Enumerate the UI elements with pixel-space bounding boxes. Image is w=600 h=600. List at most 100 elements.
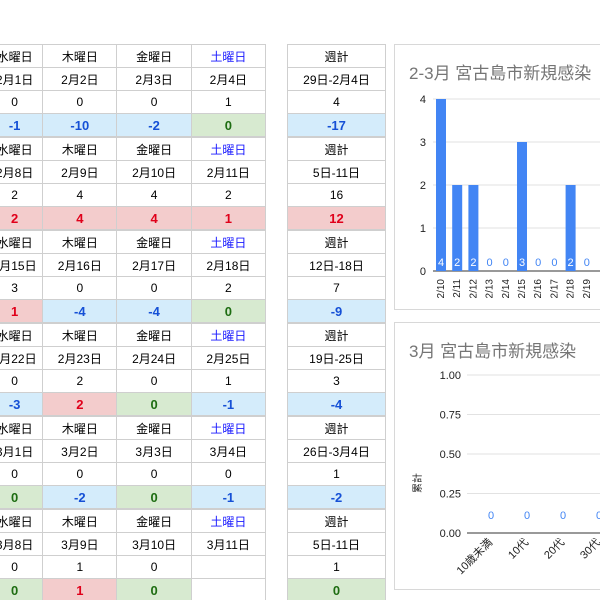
total-header: 週計 bbox=[287, 509, 386, 533]
total-range: 26日-3月4日 bbox=[287, 439, 386, 463]
count-cell: 0 bbox=[190, 462, 267, 486]
weekday-header: 土曜日 bbox=[190, 230, 267, 254]
date-cell: 3月3日 bbox=[116, 439, 192, 463]
diff-cell: 4 bbox=[42, 206, 118, 230]
count-cell: 0 bbox=[0, 90, 44, 114]
diff-cell: -4 bbox=[42, 299, 118, 323]
weekday-header: 金曜日 bbox=[116, 416, 192, 440]
count-cell: 0 bbox=[0, 369, 44, 393]
count-cell: 2 bbox=[190, 276, 267, 300]
total-header: 週計 bbox=[287, 44, 386, 68]
count-cell: 2 bbox=[0, 183, 44, 207]
weekly-total-table: 週計 19日-25日 3 -4 bbox=[287, 323, 386, 416]
date-cell: 2月23日 bbox=[42, 346, 118, 370]
weekday-header: 木曜日 bbox=[42, 323, 118, 347]
diff-cell: 0 bbox=[190, 113, 267, 137]
diff-cell: 2 bbox=[42, 392, 118, 416]
date-cell: 2月1日 bbox=[0, 67, 44, 91]
date-cell: 2月15日 bbox=[0, 253, 44, 277]
bar bbox=[565, 185, 576, 271]
data-label: 0 bbox=[551, 257, 557, 269]
weekday-header: 木曜日 bbox=[42, 230, 118, 254]
total-header: 週計 bbox=[287, 137, 386, 161]
diff-cell bbox=[190, 578, 267, 600]
count-cell: 4 bbox=[116, 183, 192, 207]
count-cell: 0 bbox=[116, 555, 192, 579]
data-label: 0 bbox=[596, 510, 600, 522]
y-tick-label: 1.00 bbox=[440, 370, 461, 382]
diff-cell: 4 bbox=[116, 206, 192, 230]
count-cell: 4 bbox=[42, 183, 118, 207]
x-tick-label: 2/17 bbox=[549, 279, 560, 299]
weekday-header: 金曜日 bbox=[116, 44, 192, 68]
y-tick-label: 0 bbox=[420, 266, 426, 278]
chart-title: 3月 宮古島市新規感染 bbox=[409, 342, 577, 361]
weekday-header: 土曜日 bbox=[190, 137, 267, 161]
weekday-header: 金曜日 bbox=[116, 230, 192, 254]
data-label: 0 bbox=[488, 510, 494, 522]
y-tick-label: 3 bbox=[420, 137, 426, 149]
diff-cell: -4 bbox=[116, 299, 192, 323]
count-cell: 0 bbox=[116, 369, 192, 393]
date-cell: 2月10日 bbox=[116, 160, 192, 184]
date-cell: 2月8日 bbox=[0, 160, 44, 184]
total-count: 3 bbox=[287, 369, 386, 393]
data-label: 0 bbox=[524, 510, 530, 522]
total-range: 29日-2月4日 bbox=[287, 67, 386, 91]
age-group-bar-chart: 0.00 0.25 0.50 0.75 1.00 累計 0 10歳未満 0 10代 0 20代 0 30代 bbox=[411, 370, 600, 577]
date-cell: 2月17日 bbox=[116, 253, 192, 277]
date-cell: 3月2日 bbox=[42, 439, 118, 463]
data-label: 0 bbox=[487, 257, 493, 269]
total-diff: 12 bbox=[287, 206, 386, 230]
count-cell: 0 bbox=[116, 276, 192, 300]
count-cell: 2 bbox=[190, 183, 267, 207]
y-tick-label: 0.50 bbox=[440, 449, 461, 461]
x-tick-label: 30代 bbox=[577, 536, 600, 562]
weekday-header: 土曜日 bbox=[190, 323, 267, 347]
date-cell: 3月8日 bbox=[0, 532, 44, 556]
week-table: 水曜日木曜日金曜日土曜日2月15日2月16日2月17日2月18日30021-4-… bbox=[0, 230, 267, 323]
diff-cell: 1 bbox=[190, 206, 267, 230]
data-label: 0 bbox=[503, 257, 509, 269]
weekday-header: 水曜日 bbox=[0, 416, 44, 440]
weekday-header: 金曜日 bbox=[116, 509, 192, 533]
total-range: 19日-25日 bbox=[287, 346, 386, 370]
y-tick-label: 0.25 bbox=[440, 489, 461, 501]
weekday-header: 金曜日 bbox=[116, 323, 192, 347]
data-label: 3 bbox=[519, 257, 525, 269]
total-count: 1 bbox=[287, 462, 386, 486]
diff-cell: -2 bbox=[42, 485, 118, 509]
weekly-total-table: 週計 26日-3月4日 1 -2 bbox=[287, 416, 386, 509]
diff-cell: -1 bbox=[190, 392, 267, 416]
data-label: 2 bbox=[470, 257, 476, 269]
weekday-header: 水曜日 bbox=[0, 509, 44, 533]
week-table: 水曜日木曜日金曜日土曜日3月8日3月9日3月10日3月11日010010 bbox=[0, 509, 267, 600]
week-table: 水曜日木曜日金曜日土曜日2月22日2月23日2月24日2月25日0201-320… bbox=[0, 323, 267, 416]
weekday-header: 木曜日 bbox=[42, 44, 118, 68]
x-tick-label: 2/19 bbox=[582, 279, 593, 299]
total-range: 12日-18日 bbox=[287, 253, 386, 277]
total-diff: 0 bbox=[287, 578, 386, 600]
count-cell: 2 bbox=[42, 369, 118, 393]
diff-cell: 0 bbox=[116, 392, 192, 416]
weekday-header: 土曜日 bbox=[190, 416, 267, 440]
chart-card-daily: 2-3月 宮古島市新規感染 0 1 2 3 4 4 2/10 2 2/11 2 2/12 0 2/13 0… bbox=[394, 44, 600, 310]
count-cell: 0 bbox=[0, 555, 44, 579]
data-label: 2 bbox=[454, 257, 460, 269]
diff-cell: 1 bbox=[0, 299, 44, 323]
diff-cell: 1 bbox=[42, 578, 118, 600]
x-tick-label: 2/16 bbox=[533, 279, 544, 299]
date-cell: 3月10日 bbox=[116, 532, 192, 556]
bar bbox=[452, 185, 463, 271]
weekly-total-table: 週計 5日-11日 1 0 bbox=[287, 509, 386, 600]
chart-card-age: 3月 宮古島市新規感染 0.00 0.25 0.50 0.75 1.00 累計 0 10歳未満… bbox=[394, 322, 600, 590]
data-label: 0 bbox=[584, 257, 590, 269]
diff-cell: -2 bbox=[116, 113, 192, 137]
total-diff: -2 bbox=[287, 485, 386, 509]
date-cell: 2月18日 bbox=[190, 253, 267, 277]
total-diff: -4 bbox=[287, 392, 386, 416]
weekly-total-table: 週計 12日-18日 7 -9 bbox=[287, 230, 386, 323]
total-count: 1 bbox=[287, 555, 386, 579]
weekly-total-table: 週計 5日-11日 16 12 bbox=[287, 137, 386, 230]
weekday-header: 水曜日 bbox=[0, 323, 44, 347]
